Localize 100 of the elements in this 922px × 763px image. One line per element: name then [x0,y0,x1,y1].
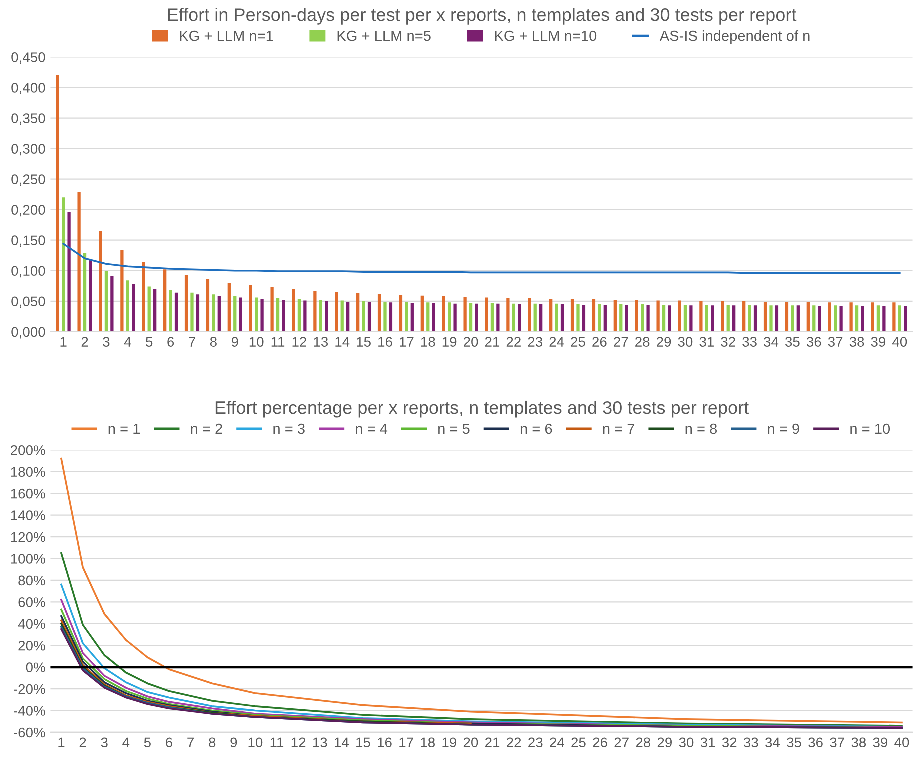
x-tick-label: 31 [700,337,714,347]
x-tick-label: 21 [485,738,500,748]
bar [432,303,436,332]
bar [298,300,302,332]
bar [164,270,167,332]
legend-label: n = 5 [438,424,470,434]
bar [550,298,553,332]
bar [475,304,478,332]
bar [828,302,832,332]
y-tick-label: 180% [11,467,46,478]
x-tick-label: 6 [166,738,172,748]
x-tick-label: 25 [571,337,586,347]
x-tick-label: 12 [292,738,306,748]
x-tick-label: 31 [700,738,716,748]
bar [89,260,92,332]
legend-label: n = 8 [686,424,718,434]
legend-label: KG + LLM n=1 [180,30,274,42]
x-tick-label: 26 [593,738,608,748]
bar [104,271,108,332]
bar [325,301,328,332]
bar [785,302,789,332]
y-tick-label: 140% [11,510,46,520]
x-tick-label: 22 [506,337,521,347]
bar [892,302,896,332]
bar [806,302,810,332]
x-tick-label: 40 [894,738,910,748]
x-tick-label: 18 [421,738,435,748]
x-tick-label: 17 [400,738,414,748]
x-tick-label: 37 [830,738,844,748]
bar [726,305,730,332]
bar [469,303,473,332]
bar [796,306,800,332]
bar [68,212,71,332]
x-tick-label: 29 [658,738,672,748]
bar [754,306,758,332]
x-tick-label: 15 [356,738,370,748]
legend-label: n = 4 [356,424,388,434]
x-tick-label: 23 [528,337,542,347]
x-tick-label: 11 [272,337,285,347]
bar [234,296,237,332]
x-tick-label: 8 [209,738,216,748]
bar [662,305,666,332]
x-tick-label: 17 [400,337,414,347]
x-tick-label: 39 [873,738,888,748]
y-tick-label: 200% [11,446,46,456]
bar [335,292,338,332]
x-tick-label: 24 [550,337,564,347]
bar [260,298,264,332]
bar [389,302,393,332]
x-tick-label: 35 [787,738,802,748]
x-tick-label: 26 [592,337,607,347]
legend-label: n = 3 [274,424,305,434]
x-tick-label: 9 [232,337,238,347]
bar [142,262,146,332]
y-tick-label: 20% [18,640,46,651]
bar [770,306,773,332]
bar [678,300,682,332]
legend-label: n = 6 [520,424,552,434]
bar [154,289,157,332]
y-tick-label: 0,300 [12,144,46,156]
bar [614,300,617,332]
x-tick-label: 35 [785,337,800,347]
bar [218,296,221,332]
x-tick-label: 19 [442,738,456,748]
bar [684,305,688,332]
bar [99,231,102,332]
x-tick-label: 36 [806,337,822,347]
x-tick-label: 33 [744,738,758,748]
bar [83,253,87,332]
x-tick-label: 21 [485,337,500,347]
legend-label: n = 2 [191,424,222,434]
legend-label: n = 10 [850,424,890,434]
bar [304,300,307,332]
x-tick-label: 3 [101,738,108,748]
x-tick-label: 4 [122,738,130,748]
legend-label: n = 9 [768,424,800,434]
y-tick-label: 0,100 [12,266,46,278]
bar [711,306,714,332]
bar [255,298,258,332]
bar [582,305,586,332]
x-tick-label: 29 [657,337,672,347]
x-tick-label: 40 [892,337,908,347]
x-tick-label: 20 [464,738,478,748]
x-tick-label: 5 [144,738,151,748]
bar [228,283,231,332]
bar [850,302,853,332]
bar [384,302,387,332]
x-tick-label: 30 [678,337,693,347]
x-tick-label: 10 [250,337,264,347]
bar [518,304,522,332]
x-tick-label: 2 [82,337,88,347]
chart-title: Effort percentage per x reports, n templates and 30 tests per report [216,400,749,418]
bar [314,291,317,332]
x-tick-label: 13 [314,337,328,347]
x-tick-label: 22 [507,738,522,748]
bar [876,306,880,332]
bar [120,250,124,332]
bar [78,192,81,332]
y-tick-label: 40% [18,619,46,630]
legend-label: n = 1 [108,424,140,434]
